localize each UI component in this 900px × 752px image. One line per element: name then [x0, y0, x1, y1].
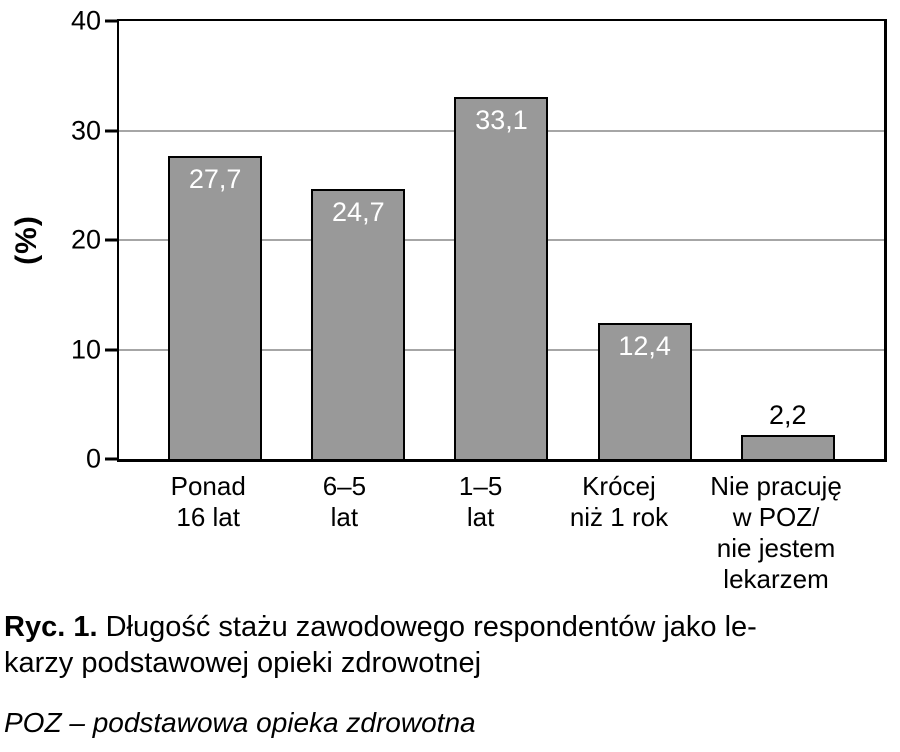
- bar-krocej-niz-1-rok: 12,4: [597, 323, 692, 459]
- y-tick-mark-30: [105, 129, 119, 132]
- y-tick-label-40: 40: [70, 5, 101, 36]
- caption-number: Ryc. 1.: [4, 611, 98, 643]
- x-category-label-krocej-niz-1-rok: Krócej niż 1 rok: [569, 471, 669, 532]
- bar-chart-plot-area: 40 30 20 10 0 (%) 27,7 24,7 33,1 12,4 2,…: [10, 7, 887, 472]
- y-tick-label-20: 20: [70, 224, 101, 255]
- bars-container: 27,7 24,7 33,1 12,4 2,2: [119, 21, 884, 459]
- x-label-slot: 6–5 lat: [297, 471, 391, 595]
- x-category-label-1-5-lat: 1–5 lat: [458, 471, 503, 532]
- figure: 40 30 20 10 0 (%) 27,7 24,7 33,1 12,4 2,…: [0, 7, 900, 752]
- figure-footnote: POZ – podstawowa opieka zdrowotna: [4, 707, 476, 738]
- y-tick-mark-10: [105, 348, 119, 351]
- caption-line-1: Ryc. 1. Długość stażu zawodowego respond…: [4, 609, 900, 645]
- y-tick-label-30: 30: [70, 115, 101, 145]
- y-tick-mark-0: [105, 457, 119, 461]
- x-axis-labels: Ponad 16 lat 6–5 lat 1–5 lat Krócej niż …: [119, 471, 884, 595]
- figure-caption: Ryc. 1. Długość stażu zawodowego respond…: [4, 609, 900, 681]
- bar-nie-pracuje-w-poz: 2,2: [740, 401, 835, 459]
- bar-value-label: 24,7: [332, 196, 385, 227]
- x-label-slot: Krócej niż 1 rok: [570, 471, 668, 595]
- bar-6-5-lat: 24,7: [311, 188, 406, 459]
- y-tick-label-10: 10: [70, 334, 101, 364]
- x-label-slot: 1–5 lat: [434, 471, 528, 595]
- bar-value-label: 12,4: [618, 331, 671, 362]
- caption-line-2: karzy podstawowej opieki zdrowotnej: [4, 647, 482, 679]
- x-category-label-nie-pracuje-w-poz: Nie pracuję w POZ/ nie jestem lekarzem: [710, 471, 842, 594]
- bar-value-label: 27,7: [188, 163, 242, 194]
- x-category-label-ponad-16-lat: Ponad 16 lat: [170, 471, 246, 532]
- y-axis-title: (%): [10, 215, 43, 265]
- x-category-label-6-5-lat: 6–5 lat: [322, 471, 367, 532]
- bar-value-label: 2,2: [769, 400, 807, 431]
- caption-text-1: Długość stażu zawodowego respondentów ja…: [105, 611, 757, 643]
- bar-ponad-16-lat: 27,7: [168, 155, 263, 459]
- x-label-slot: Nie pracuję w POZ/ nie jestem lekarzem: [710, 471, 842, 595]
- x-label-slot: Ponad 16 lat: [161, 471, 255, 595]
- bar-value-label: 33,1: [475, 104, 528, 135]
- y-tick-label-0: 0: [85, 443, 101, 474]
- y-tick-mark-20: [105, 238, 119, 242]
- bar-1-5-lat: 33,1: [454, 96, 549, 459]
- y-tick-mark-40: [105, 19, 119, 23]
